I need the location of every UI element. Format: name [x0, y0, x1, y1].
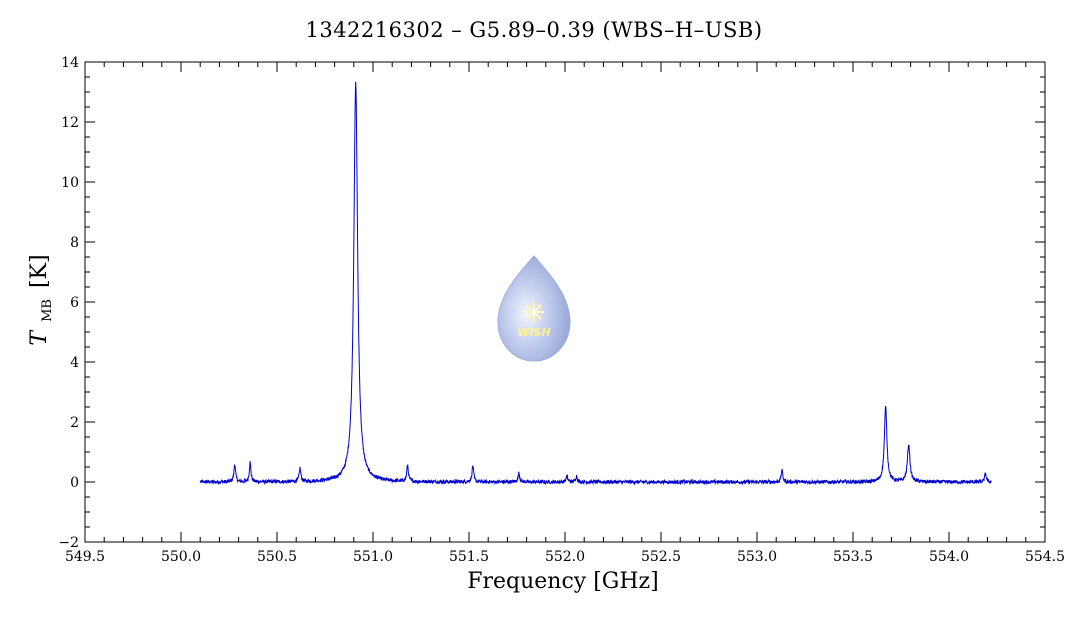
spectrum-line [199, 81, 992, 486]
y-axis-label-unit: [K] [27, 254, 52, 288]
x-tick-label: 549.5 [65, 549, 105, 565]
chart-title: 1342216302 – G5.89–0.39 (WBS–H–USB) [305, 18, 763, 42]
y-tick-label: 2 [70, 415, 79, 431]
x-tick-label: 553.0 [737, 549, 777, 565]
y-tick-label: 4 [70, 355, 79, 371]
logo-text: WISH [517, 326, 550, 339]
y-axis-label: T MB [K] [27, 254, 57, 345]
y-tick-label: 8 [70, 235, 79, 251]
y-tick-label: 0 [70, 475, 79, 491]
y-tick-label: 6 [70, 295, 79, 311]
y-axis-label-main: T [27, 329, 52, 346]
x-tick-label: 552.0 [545, 549, 585, 565]
x-tick-label: 553.5 [833, 549, 873, 565]
x-tick-label: 551.0 [353, 549, 393, 565]
wish-logo: WISH [497, 255, 571, 362]
star-icon [524, 302, 544, 322]
x-tick-label: 554.0 [929, 549, 969, 565]
y-tick-label: 14 [61, 55, 79, 71]
x-tick-label: 550.0 [161, 549, 201, 565]
x-axis-label: Frequency [GHz] [467, 569, 659, 594]
y-tick-label: −2 [58, 535, 79, 551]
y-axis-label-sub: MB [40, 299, 55, 322]
y-tick-label: 12 [61, 115, 79, 131]
x-tick-label: 554.5 [1025, 549, 1065, 565]
x-tick-label: 550.5 [257, 549, 297, 565]
x-tick-label: 552.5 [641, 549, 681, 565]
y-tick-label: 10 [61, 175, 79, 191]
x-tick-label: 551.5 [449, 549, 489, 565]
